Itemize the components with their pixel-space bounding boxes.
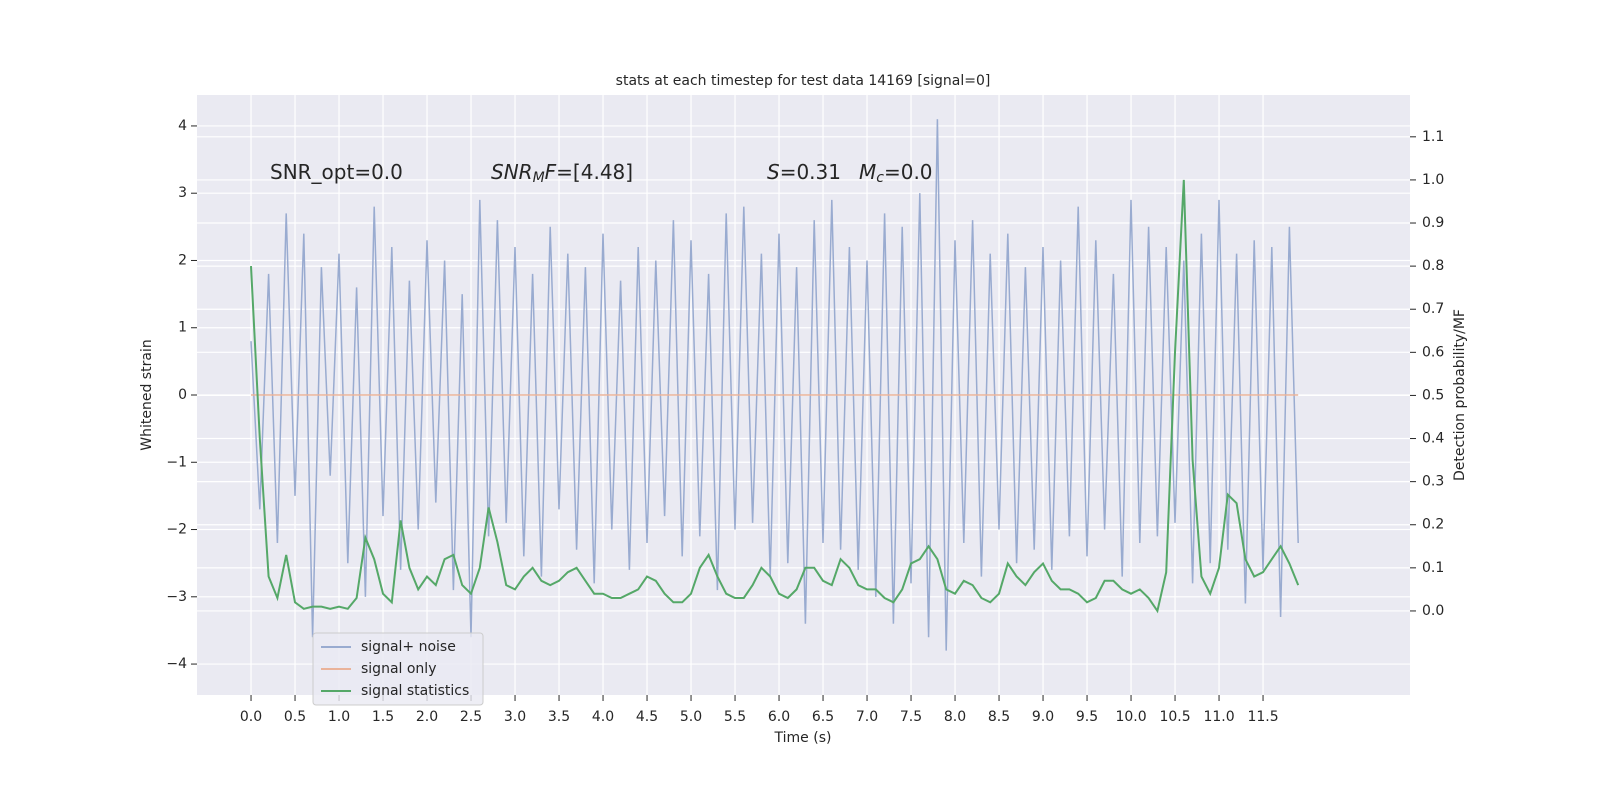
x-tick-label: 8.5 [988, 709, 1010, 725]
x-tick-label: 1.0 [328, 709, 350, 725]
annotation-part: =[4.48] [556, 160, 633, 184]
series-line [250, 179, 1300, 614]
x-tick-label: 2.0 [416, 709, 438, 725]
x-tick-label: 10.0 [1115, 709, 1146, 725]
x-tick-label: 6.5 [812, 709, 834, 725]
x-tick-label: 8.0 [944, 709, 966, 725]
annotation-part: SNR [491, 160, 533, 184]
annotation: S=0.31 [767, 160, 841, 184]
x-tick-label: 0.5 [284, 709, 306, 725]
annotation: SNRMF=[4.48] [491, 160, 633, 187]
x-axis-label: Time (s) [774, 730, 832, 746]
x-tick-label: 9.5 [1076, 709, 1098, 725]
y-tick-label: 1 [178, 320, 187, 336]
y-tick-label: −3 [166, 589, 187, 605]
y2-tick-label: 0.0 [1422, 603, 1444, 619]
x-tick-label: 5.0 [680, 709, 702, 725]
annotation-part: M [533, 170, 545, 186]
series-line [250, 119, 1299, 651]
x-tick-label: 6.0 [768, 709, 790, 725]
y-tick-label: −1 [166, 454, 187, 470]
y2-tick-label: 0.8 [1422, 258, 1444, 274]
annotation: Mc=0.0 [859, 160, 933, 187]
x-tick-label: 4.5 [636, 709, 658, 725]
x-tick-label: 3.0 [504, 709, 526, 725]
x-tick-label: 11.0 [1203, 709, 1234, 725]
annotation-part: M [859, 160, 876, 184]
y2-tick-label: 0.6 [1422, 344, 1444, 360]
y2-tick-label: 0.3 [1422, 474, 1444, 490]
x-tick-label: 5.5 [724, 709, 746, 725]
annotation-part: SNR_opt=0.0 [270, 160, 403, 184]
y-axis-label: Whitened strain [139, 339, 155, 450]
y2-tick-label: 0.2 [1422, 517, 1444, 533]
x-tick-label: 4.0 [592, 709, 614, 725]
x-tick-label: 0.0 [240, 709, 262, 725]
y2-tick-label: 1.1 [1422, 129, 1444, 145]
annotation-part: S [767, 160, 780, 184]
legend-label: signal statistics [361, 683, 469, 699]
x-tick-label: 2.5 [460, 709, 482, 725]
y2-tick-label: 0.5 [1422, 387, 1444, 403]
annotation-part: F [545, 160, 557, 184]
y-tick-label: −2 [166, 522, 187, 538]
x-tick-label: 7.5 [900, 709, 922, 725]
annotation-part: =0.0 [884, 160, 933, 184]
y-tick-label: 0 [178, 387, 187, 403]
legend-box [312, 632, 484, 706]
x-tick-label: 7.0 [856, 709, 878, 725]
x-tick-label: 1.5 [372, 709, 394, 725]
x-tick-label: 9.0 [1032, 709, 1054, 725]
legend-label: signal only [361, 661, 436, 677]
y2-tick-label: 0.4 [1422, 431, 1444, 447]
x-tick-label: 10.5 [1159, 709, 1190, 725]
y-tick-label: 3 [178, 185, 187, 201]
annotation-part: =0.31 [780, 160, 841, 184]
annotation: SNR_opt=0.0 [270, 160, 403, 184]
y2-axis-label: Detection probability/MF [1452, 309, 1468, 481]
y2-tick-label: 0.9 [1422, 215, 1444, 231]
y2-tick-label: 1.0 [1422, 172, 1444, 188]
x-tick-label: 11.5 [1247, 709, 1278, 725]
y-tick-label: 2 [178, 252, 187, 268]
y-tick-label: −4 [166, 656, 187, 672]
y2-tick-label: 0.1 [1422, 560, 1444, 576]
legend-label: signal+ noise [361, 639, 456, 655]
x-tick-label: 3.5 [548, 709, 570, 725]
y2-tick-label: 0.7 [1422, 301, 1444, 317]
chart-title: stats at each timestep for test data 141… [616, 73, 991, 89]
y-tick-label: 4 [178, 118, 187, 134]
annotation-part: c [876, 170, 884, 186]
